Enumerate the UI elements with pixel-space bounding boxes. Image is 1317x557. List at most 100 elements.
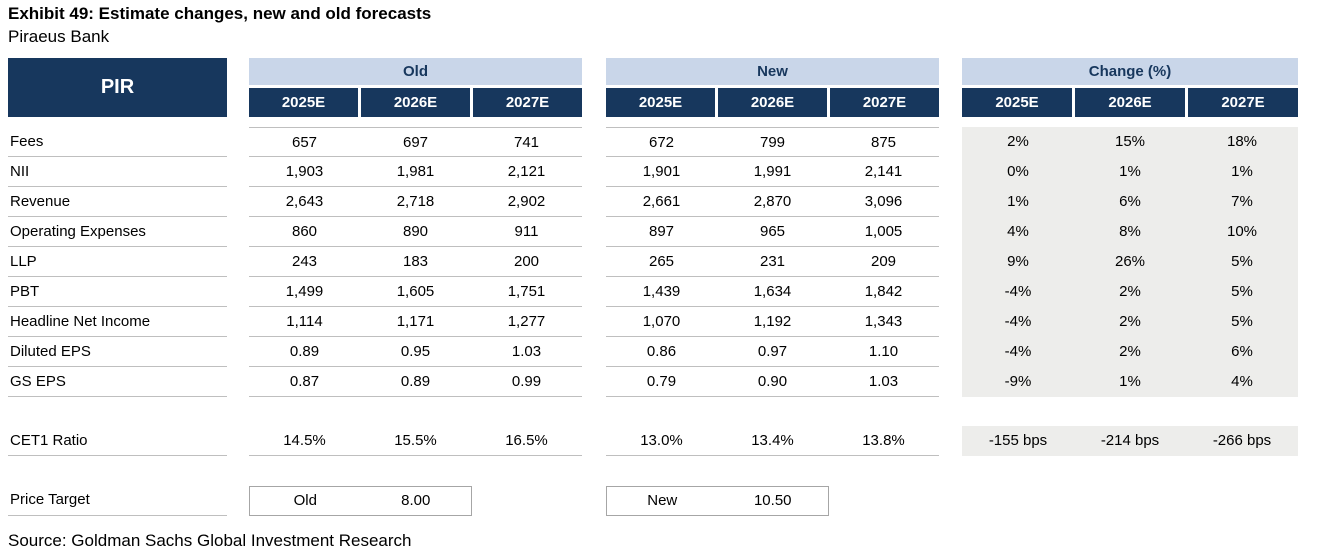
value-cell: 2,661 <box>606 187 717 217</box>
table-row: Operating Expenses 860 890 911 897 965 1… <box>8 217 1298 247</box>
price-target-old-label: Old <box>293 492 317 509</box>
table-row: PBT 1,499 1,605 1,751 1,439 1,634 1,842 … <box>8 277 1298 307</box>
value-cell: 1,192 <box>717 307 828 337</box>
row-label: LLP <box>8 247 227 277</box>
change-cell: -4% <box>962 307 1074 337</box>
value-cell: 1,605 <box>360 277 471 307</box>
change-cell: 15% <box>1074 127 1186 157</box>
ticker-cell: PIR <box>8 58 227 117</box>
value-cell: 265 <box>606 247 717 277</box>
value-cell: 0.89 <box>249 337 360 367</box>
table-row: LLP 243 183 200 265 231 209 9% 26% 5% <box>8 247 1298 277</box>
year-header: 2025E <box>606 88 715 117</box>
group-header-change: Change (%) <box>962 58 1298 85</box>
value-cell: 0.87 <box>249 367 360 397</box>
value-cell: 1,005 <box>828 217 939 247</box>
value-cell: 1,842 <box>828 277 939 307</box>
row-label: PBT <box>8 277 227 307</box>
value-cell: 0.99 <box>471 367 582 397</box>
change-cell: 2% <box>1074 337 1186 367</box>
value-cell: 1,171 <box>360 307 471 337</box>
value-cell: 1,991 <box>717 157 828 187</box>
row-label: Revenue <box>8 187 227 217</box>
value-cell: 1,499 <box>249 277 360 307</box>
value-cell: 209 <box>828 247 939 277</box>
value-cell: 1,439 <box>606 277 717 307</box>
change-cell: 10% <box>1186 217 1298 247</box>
value-cell: 1.03 <box>828 367 939 397</box>
value-cell: 1,343 <box>828 307 939 337</box>
change-cell: 1% <box>962 187 1074 217</box>
value-cell: 0.90 <box>717 367 828 397</box>
value-cell: 697 <box>360 127 471 157</box>
value-cell: 3,096 <box>828 187 939 217</box>
value-cell: 965 <box>717 217 828 247</box>
change-cell: -9% <box>962 367 1074 397</box>
change-cell: 7% <box>1186 187 1298 217</box>
value-cell: 1,277 <box>471 307 582 337</box>
price-target-new-box: New 10.50 <box>606 486 829 516</box>
change-cell: 1% <box>1074 157 1186 187</box>
value-cell: 1.10 <box>828 337 939 367</box>
change-cell: 26% <box>1074 247 1186 277</box>
source-line: Source: Goldman Sachs Global Investment … <box>8 531 412 550</box>
change-cell: 18% <box>1186 127 1298 157</box>
table-row: Diluted EPS 0.89 0.95 1.03 0.86 0.97 1.1… <box>8 337 1298 367</box>
row-label: Headline Net Income <box>8 307 227 337</box>
group-change: Change (%) 2025E 2026E 2027E <box>962 58 1298 117</box>
change-cell: -155 bps <box>962 426 1074 456</box>
value-cell: 2,643 <box>249 187 360 217</box>
value-cell: 0.86 <box>606 337 717 367</box>
change-cell: -214 bps <box>1074 426 1186 456</box>
value-cell: 1,901 <box>606 157 717 187</box>
row-label: Operating Expenses <box>8 217 227 247</box>
group-header-old: Old <box>249 58 582 85</box>
value-cell: 890 <box>360 217 471 247</box>
year-header: 2026E <box>1075 88 1185 117</box>
value-cell: 0.89 <box>360 367 471 397</box>
change-cell: 2% <box>962 127 1074 157</box>
value-cell: 183 <box>360 247 471 277</box>
table-row: NII 1,903 1,981 2,121 1,901 1,991 2,141 … <box>8 157 1298 187</box>
year-header: 2027E <box>1188 88 1298 117</box>
value-cell: 875 <box>828 127 939 157</box>
group-header-new: New <box>606 58 939 85</box>
price-target-new-label: New <box>647 492 678 509</box>
value-cell: 911 <box>471 217 582 247</box>
change-cell: 6% <box>1074 187 1186 217</box>
value-cell: 13.8% <box>828 426 939 456</box>
value-cell: 799 <box>717 127 828 157</box>
group-old: Old 2025E 2026E 2027E <box>249 58 582 117</box>
year-header: 2026E <box>718 88 827 117</box>
value-cell: 2,141 <box>828 157 939 187</box>
change-cell: 5% <box>1186 307 1298 337</box>
cet1-row: CET1 Ratio 14.5% 15.5% 16.5% 13.0% 13.4%… <box>8 426 1298 456</box>
change-cell: -4% <box>962 277 1074 307</box>
price-target-old-box: Old 8.00 <box>249 486 472 516</box>
row-label: GS EPS <box>8 367 227 397</box>
change-cell: 2% <box>1074 277 1186 307</box>
row-label: CET1 Ratio <box>8 426 227 456</box>
value-cell: 1.03 <box>471 337 582 367</box>
change-cell: 5% <box>1186 247 1298 277</box>
change-cell: 9% <box>962 247 1074 277</box>
value-cell: 0.79 <box>606 367 717 397</box>
group-new: New 2025E 2026E 2027E <box>606 58 939 117</box>
value-cell: 1,751 <box>471 277 582 307</box>
value-cell: 741 <box>471 127 582 157</box>
change-cell: 6% <box>1186 337 1298 367</box>
row-label: Fees <box>8 127 227 157</box>
row-label: Diluted EPS <box>8 337 227 367</box>
change-cell: 4% <box>1186 367 1298 397</box>
change-cell: 1% <box>1074 367 1186 397</box>
company-name: Piraeus Bank <box>8 27 110 46</box>
change-cell: 5% <box>1186 277 1298 307</box>
value-cell: 0.97 <box>717 337 828 367</box>
table-row: Headline Net Income 1,114 1,171 1,277 1,… <box>8 307 1298 337</box>
value-cell: 243 <box>249 247 360 277</box>
value-cell: 897 <box>606 217 717 247</box>
value-cell: 200 <box>471 247 582 277</box>
value-cell: 16.5% <box>471 426 582 456</box>
year-header: 2027E <box>473 88 582 117</box>
value-cell: 2,902 <box>471 187 582 217</box>
